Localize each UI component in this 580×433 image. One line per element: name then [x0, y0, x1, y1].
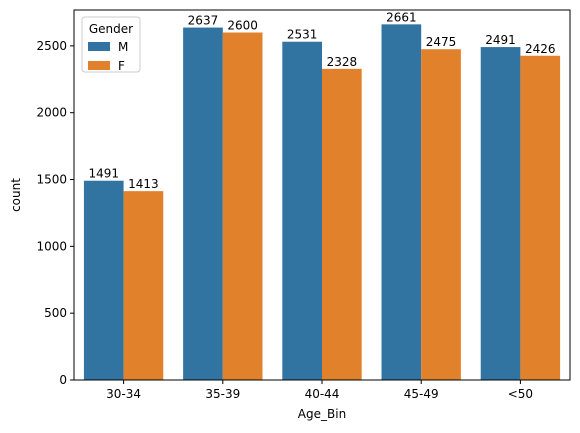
- legend-swatch-f: [88, 61, 110, 70]
- bar-m-45-49: [381, 24, 422, 381]
- data-labels-layer: 1491 1413 2637 2600 2531 2328 2661 2475 2491 2426: [88, 10, 555, 191]
- data-label-f-35-39: 2600: [227, 19, 258, 33]
- legend-box: [81, 16, 141, 73]
- y-tick-label: 2000: [36, 106, 67, 120]
- x-tick-label: 40-44: [305, 387, 340, 401]
- x-tick-label: 30-34: [106, 387, 141, 401]
- x-tick-label: 45-49: [404, 387, 439, 401]
- x-tick-label: <50: [508, 387, 533, 401]
- y-tick-label: 2500: [36, 39, 67, 53]
- bars-layer: [83, 24, 561, 381]
- data-label-f-45-49: 2475: [426, 35, 457, 49]
- bar-f-40-44: [322, 68, 362, 381]
- data-label-f-40-44: 2328: [327, 55, 358, 69]
- bar-f-35-39: [222, 32, 263, 380]
- y-tick-label: 1000: [36, 239, 67, 253]
- data-label-m-<50: 2491: [485, 33, 516, 47]
- bar-f-<50: [520, 55, 561, 380]
- data-label-m-35-39: 2637: [188, 14, 219, 28]
- bar-f-45-49: [421, 49, 461, 381]
- x-axis-ticks: 30-34 35-39 40-44 45-49 <50: [106, 380, 533, 401]
- data-label-m-40-44: 2531: [287, 28, 318, 42]
- y-axis-ticks: 0 500 1000 1500 2000 2500: [36, 39, 74, 387]
- legend-label-f: F: [118, 59, 125, 73]
- bar-m-<50: [480, 47, 521, 381]
- legend-title: Gender: [89, 22, 133, 36]
- x-tick-label: 35-39: [205, 387, 240, 401]
- data-label-m-45-49: 2661: [386, 10, 417, 24]
- legend-items: MF: [88, 40, 128, 73]
- y-tick-label: 1500: [36, 173, 67, 187]
- data-label-m-30-34: 1491: [88, 167, 119, 181]
- legend-label-m: M: [118, 40, 128, 54]
- x-axis-label: Age_Bin: [298, 407, 346, 421]
- bar-m-35-39: [183, 27, 223, 380]
- bar-f-30-34: [123, 191, 164, 380]
- data-label-f-<50: 2426: [525, 42, 556, 56]
- y-axis-label: count: [9, 178, 23, 212]
- y-tick-label: 500: [44, 306, 67, 320]
- y-tick-label: 0: [59, 373, 67, 387]
- bar-m-30-34: [83, 180, 124, 380]
- data-label-f-30-34: 1413: [128, 177, 159, 191]
- legend-swatch-m: [88, 42, 110, 51]
- bar-m-40-44: [282, 41, 322, 381]
- legend: Gender MF: [81, 16, 141, 73]
